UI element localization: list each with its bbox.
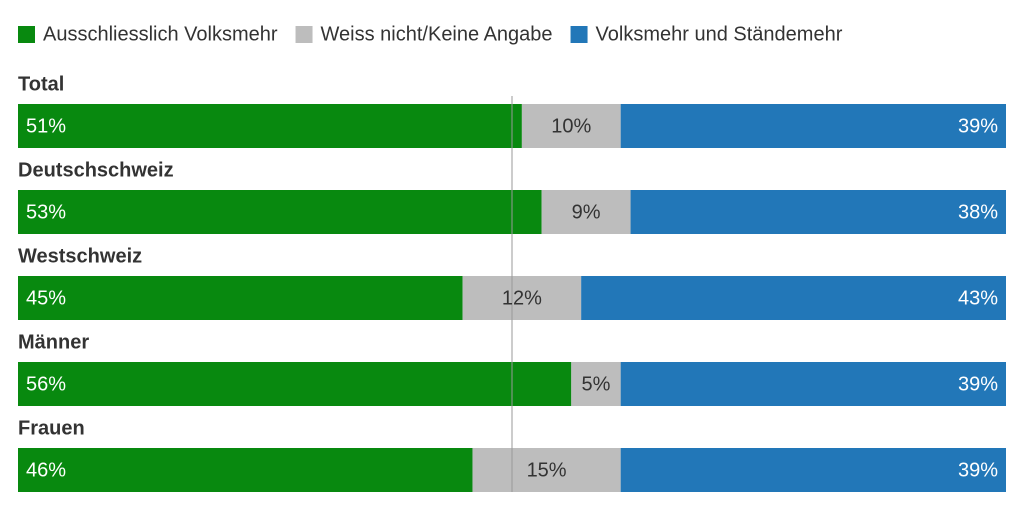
bar-segment (18, 190, 542, 234)
bar-segment (521, 104, 621, 148)
category-label: Total (18, 73, 64, 95)
legend-label: Ausschliesslich Volksmehr (43, 23, 278, 45)
bar-segment (620, 104, 1006, 148)
value-label: 46% (26, 459, 66, 481)
bar-segment (620, 362, 1006, 406)
category-label: Männer (18, 331, 89, 353)
value-label: 56% (26, 373, 66, 395)
value-label: 45% (26, 287, 66, 309)
value-label: 9% (572, 201, 601, 223)
bar-segment (620, 448, 1006, 492)
bar-segment (541, 190, 631, 234)
category-label: Westschweiz (18, 245, 142, 267)
bar-segment (630, 190, 1006, 234)
category-label: Frauen (18, 417, 85, 439)
value-label: 38% (958, 201, 998, 223)
bar-segment (571, 362, 621, 406)
legend-swatch (295, 26, 313, 43)
value-label: 51% (26, 115, 66, 137)
value-label: 12% (502, 287, 542, 309)
bar-segment (462, 276, 582, 320)
legend-swatch (18, 26, 35, 43)
legend-swatch (570, 26, 588, 43)
value-label: 5% (582, 373, 611, 395)
bar-segment (18, 448, 473, 492)
value-label: 53% (26, 201, 66, 223)
value-label: 39% (958, 459, 998, 481)
value-label: 39% (958, 373, 998, 395)
value-label: 39% (958, 115, 998, 137)
category-label: Deutschschweiz (18, 159, 174, 181)
bar-segment (18, 362, 572, 406)
bar-segment (581, 276, 1006, 320)
value-label: 15% (527, 459, 567, 481)
bar-segment (472, 448, 621, 492)
value-label: 10% (551, 115, 591, 137)
bar-segment (18, 276, 463, 320)
legend-label: Volksmehr und Ständemehr (596, 23, 843, 45)
bar-segment (18, 104, 522, 148)
legend-label: Weiss nicht/Keine Angabe (321, 23, 553, 45)
value-label: 43% (958, 287, 998, 309)
